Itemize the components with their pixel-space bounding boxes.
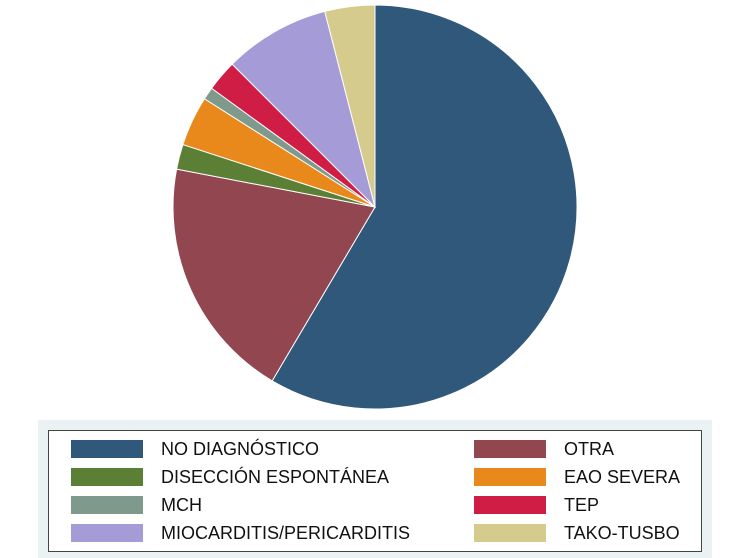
- pie-slice: [324, 4, 376, 208]
- legend-item: MIOCARDITIS/PERICARDITIS: [71, 521, 410, 545]
- legend-swatch: [474, 440, 546, 458]
- legend-swatch: [474, 468, 546, 486]
- pie-slice: [231, 10, 376, 209]
- legend-item: NO DIAGNÓSTICO: [71, 437, 319, 461]
- legend-item: OTRA: [474, 437, 614, 461]
- legend-swatch: [474, 524, 546, 542]
- legend-label: MCH: [161, 494, 202, 515]
- legend-label: EAO SEVERA: [564, 466, 681, 487]
- legend-label: TAKO-TUSBO: [564, 522, 680, 543]
- legend-label: DISECCIÓN ESPONTÁNEA: [161, 466, 390, 487]
- legend-label: TEP: [564, 494, 600, 515]
- legend-item: EAO SEVERA: [474, 465, 680, 489]
- legend-label: NO DIAGNÓSTICO: [161, 438, 320, 459]
- legend-swatch: [71, 524, 143, 542]
- legend-panel: NO DIAGNÓSTICO OTRA DISECCIÓN ESPONTÁNEA…: [38, 420, 712, 558]
- legend-item: TEP: [474, 493, 599, 517]
- pie-slice: [271, 4, 578, 410]
- legend-label: OTRA: [564, 438, 615, 459]
- pie-chart: [172, 4, 578, 410]
- legend-swatch: [474, 496, 546, 514]
- pie-slice: [172, 168, 376, 382]
- legend-swatch: [71, 496, 143, 514]
- legend-label: MIOCARDITIS/PERICARDITIS: [161, 522, 411, 543]
- legend-item: DISECCIÓN ESPONTÁNEA: [71, 465, 389, 489]
- legend-swatch: [71, 468, 143, 486]
- legend-item: TAKO-TUSBO: [474, 521, 680, 545]
- legend-item: MCH: [71, 493, 202, 517]
- legend-swatch: [71, 440, 143, 458]
- legend: NO DIAGNÓSTICO OTRA DISECCIÓN ESPONTÁNEA…: [48, 430, 702, 552]
